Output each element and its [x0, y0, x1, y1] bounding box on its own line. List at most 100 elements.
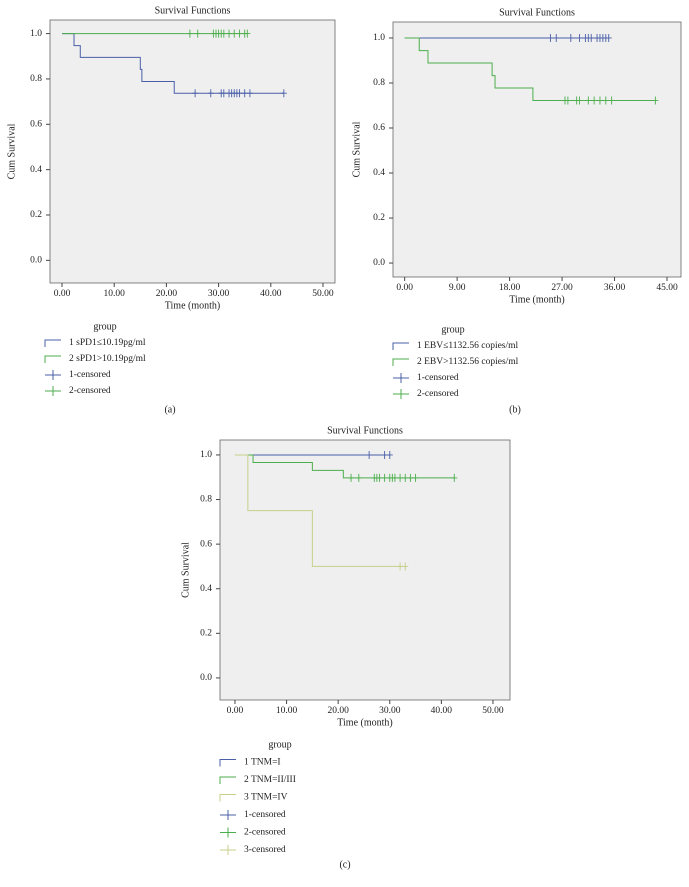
censor-mark: [652, 96, 659, 105]
y-axis-label: Cum Survival: [180, 542, 191, 598]
y-tick-label: 1.0: [373, 33, 385, 43]
legend-icon: [44, 355, 61, 363]
censor-mark: [381, 450, 388, 459]
y-tick-label: 0.4: [200, 584, 212, 594]
y-tick-label: 0.2: [373, 213, 385, 223]
x-axis-label: Time (month): [509, 294, 564, 305]
plot-area: [392, 21, 682, 278]
legend-title: group: [93, 321, 116, 332]
survival-curve: [234, 454, 406, 567]
censor-mark: [608, 96, 615, 105]
legend-icon: [44, 339, 61, 347]
x-tick-label: 20.00: [327, 706, 349, 716]
legend-label: 1 sPD1≤10.19pg/ml: [69, 338, 146, 348]
x-tick-label: 36.00: [604, 283, 626, 293]
x-axis-label: Time (month): [165, 300, 220, 311]
legend-icon: [219, 759, 236, 767]
x-tick-label: 50.00: [482, 706, 504, 716]
censor-mark: [397, 562, 404, 571]
x-tick-label: 10.00: [104, 289, 126, 299]
y-tick-label: 0.0: [373, 258, 385, 268]
censor-mark: [386, 450, 393, 459]
x-tick-label: 40.00: [260, 289, 282, 299]
x-tick-label: 45.00: [656, 283, 678, 293]
legend-icon: [392, 358, 409, 366]
y-tick-label: 0.0: [200, 673, 212, 683]
legend-label: 1-censored: [69, 370, 111, 380]
chart-title: Survival Functions: [327, 425, 403, 436]
survival-curve: [234, 454, 455, 479]
legend-icon: [220, 827, 236, 838]
x-tick-label: 27.00: [551, 283, 573, 293]
censor-mark: [348, 473, 355, 482]
censor-mark: [567, 33, 574, 42]
y-tick-label: 0.8: [200, 495, 212, 505]
censor-mark: [376, 473, 383, 482]
x-tick-label: 30.00: [379, 706, 401, 716]
censor-mark: [246, 89, 253, 98]
x-tick-label: 0.00: [396, 283, 413, 293]
panel-label: (c): [339, 859, 350, 870]
plot-area: [219, 439, 511, 701]
censor-mark: [576, 96, 583, 105]
censor-mark: [194, 29, 201, 38]
censor-mark: [564, 96, 571, 105]
legend-icon: [393, 373, 409, 383]
censor-mark: [397, 473, 404, 482]
legend-label: 2-censored: [244, 828, 286, 838]
censor-mark: [576, 33, 583, 42]
panel-label: (b): [509, 404, 521, 415]
survival-curve: [62, 33, 284, 94]
legend-label: 3 TNM=IV: [244, 793, 288, 803]
censor-mark: [547, 33, 554, 42]
legend-icon: [45, 386, 61, 396]
censor-mark: [407, 473, 414, 482]
censor-mark: [391, 473, 398, 482]
legend-label: 2-censored: [69, 386, 111, 396]
censor-mark: [236, 89, 243, 98]
survival-curve: [404, 37, 656, 102]
x-tick-label: 10.00: [276, 706, 298, 716]
y-tick-label: 0.6: [30, 119, 42, 129]
legend-label: 1 TNM=I: [244, 758, 281, 768]
legend-icon: [45, 370, 61, 380]
censor-mark: [585, 96, 592, 105]
x-tick-label: 18.00: [499, 283, 521, 293]
legend-label: 1 EBV≤1132.56 copies/ml: [417, 341, 519, 351]
x-tick-label: 20.00: [156, 289, 178, 299]
censor-mark: [412, 473, 419, 482]
legend-icon: [220, 810, 236, 820]
legend-label: 1-censored: [417, 373, 459, 383]
censor-mark: [192, 89, 199, 98]
censor-mark: [591, 96, 598, 105]
censor-mark: [244, 29, 251, 38]
legend-icon: [220, 845, 236, 855]
censor-mark: [553, 33, 560, 42]
censor-mark: [381, 473, 388, 482]
y-tick-label: 0.0: [30, 256, 42, 266]
censor-mark: [220, 89, 227, 98]
y-tick-label: 0.2: [200, 629, 212, 639]
legend-label: 2-censored: [417, 389, 459, 399]
x-tick-label: 9.00: [449, 283, 466, 293]
legend-label: 3-censored: [244, 845, 286, 855]
legend-title: group: [268, 739, 291, 750]
y-tick-label: 1.0: [30, 29, 42, 39]
panel-label: (a): [164, 404, 175, 415]
legend-icon: [219, 794, 236, 802]
censor-mark: [280, 89, 287, 98]
x-tick-label: 0.00: [227, 706, 244, 716]
legend-title: group: [441, 324, 464, 335]
y-tick-label: 1.0: [200, 450, 212, 460]
x-tick-label: 40.00: [431, 706, 453, 716]
y-tick-label: 0.4: [373, 168, 385, 178]
y-axis-label: Cum Survival: [351, 121, 362, 177]
x-axis-label: Time (month): [337, 717, 392, 728]
legend-label: 2 sPD1>10.19pg/ml: [69, 354, 146, 364]
censor-mark: [605, 33, 612, 42]
censor-mark: [402, 562, 409, 571]
x-tick-label: 50.00: [312, 289, 334, 299]
legend-label: 1-censored: [244, 810, 286, 820]
y-tick-label: 0.8: [373, 78, 385, 88]
